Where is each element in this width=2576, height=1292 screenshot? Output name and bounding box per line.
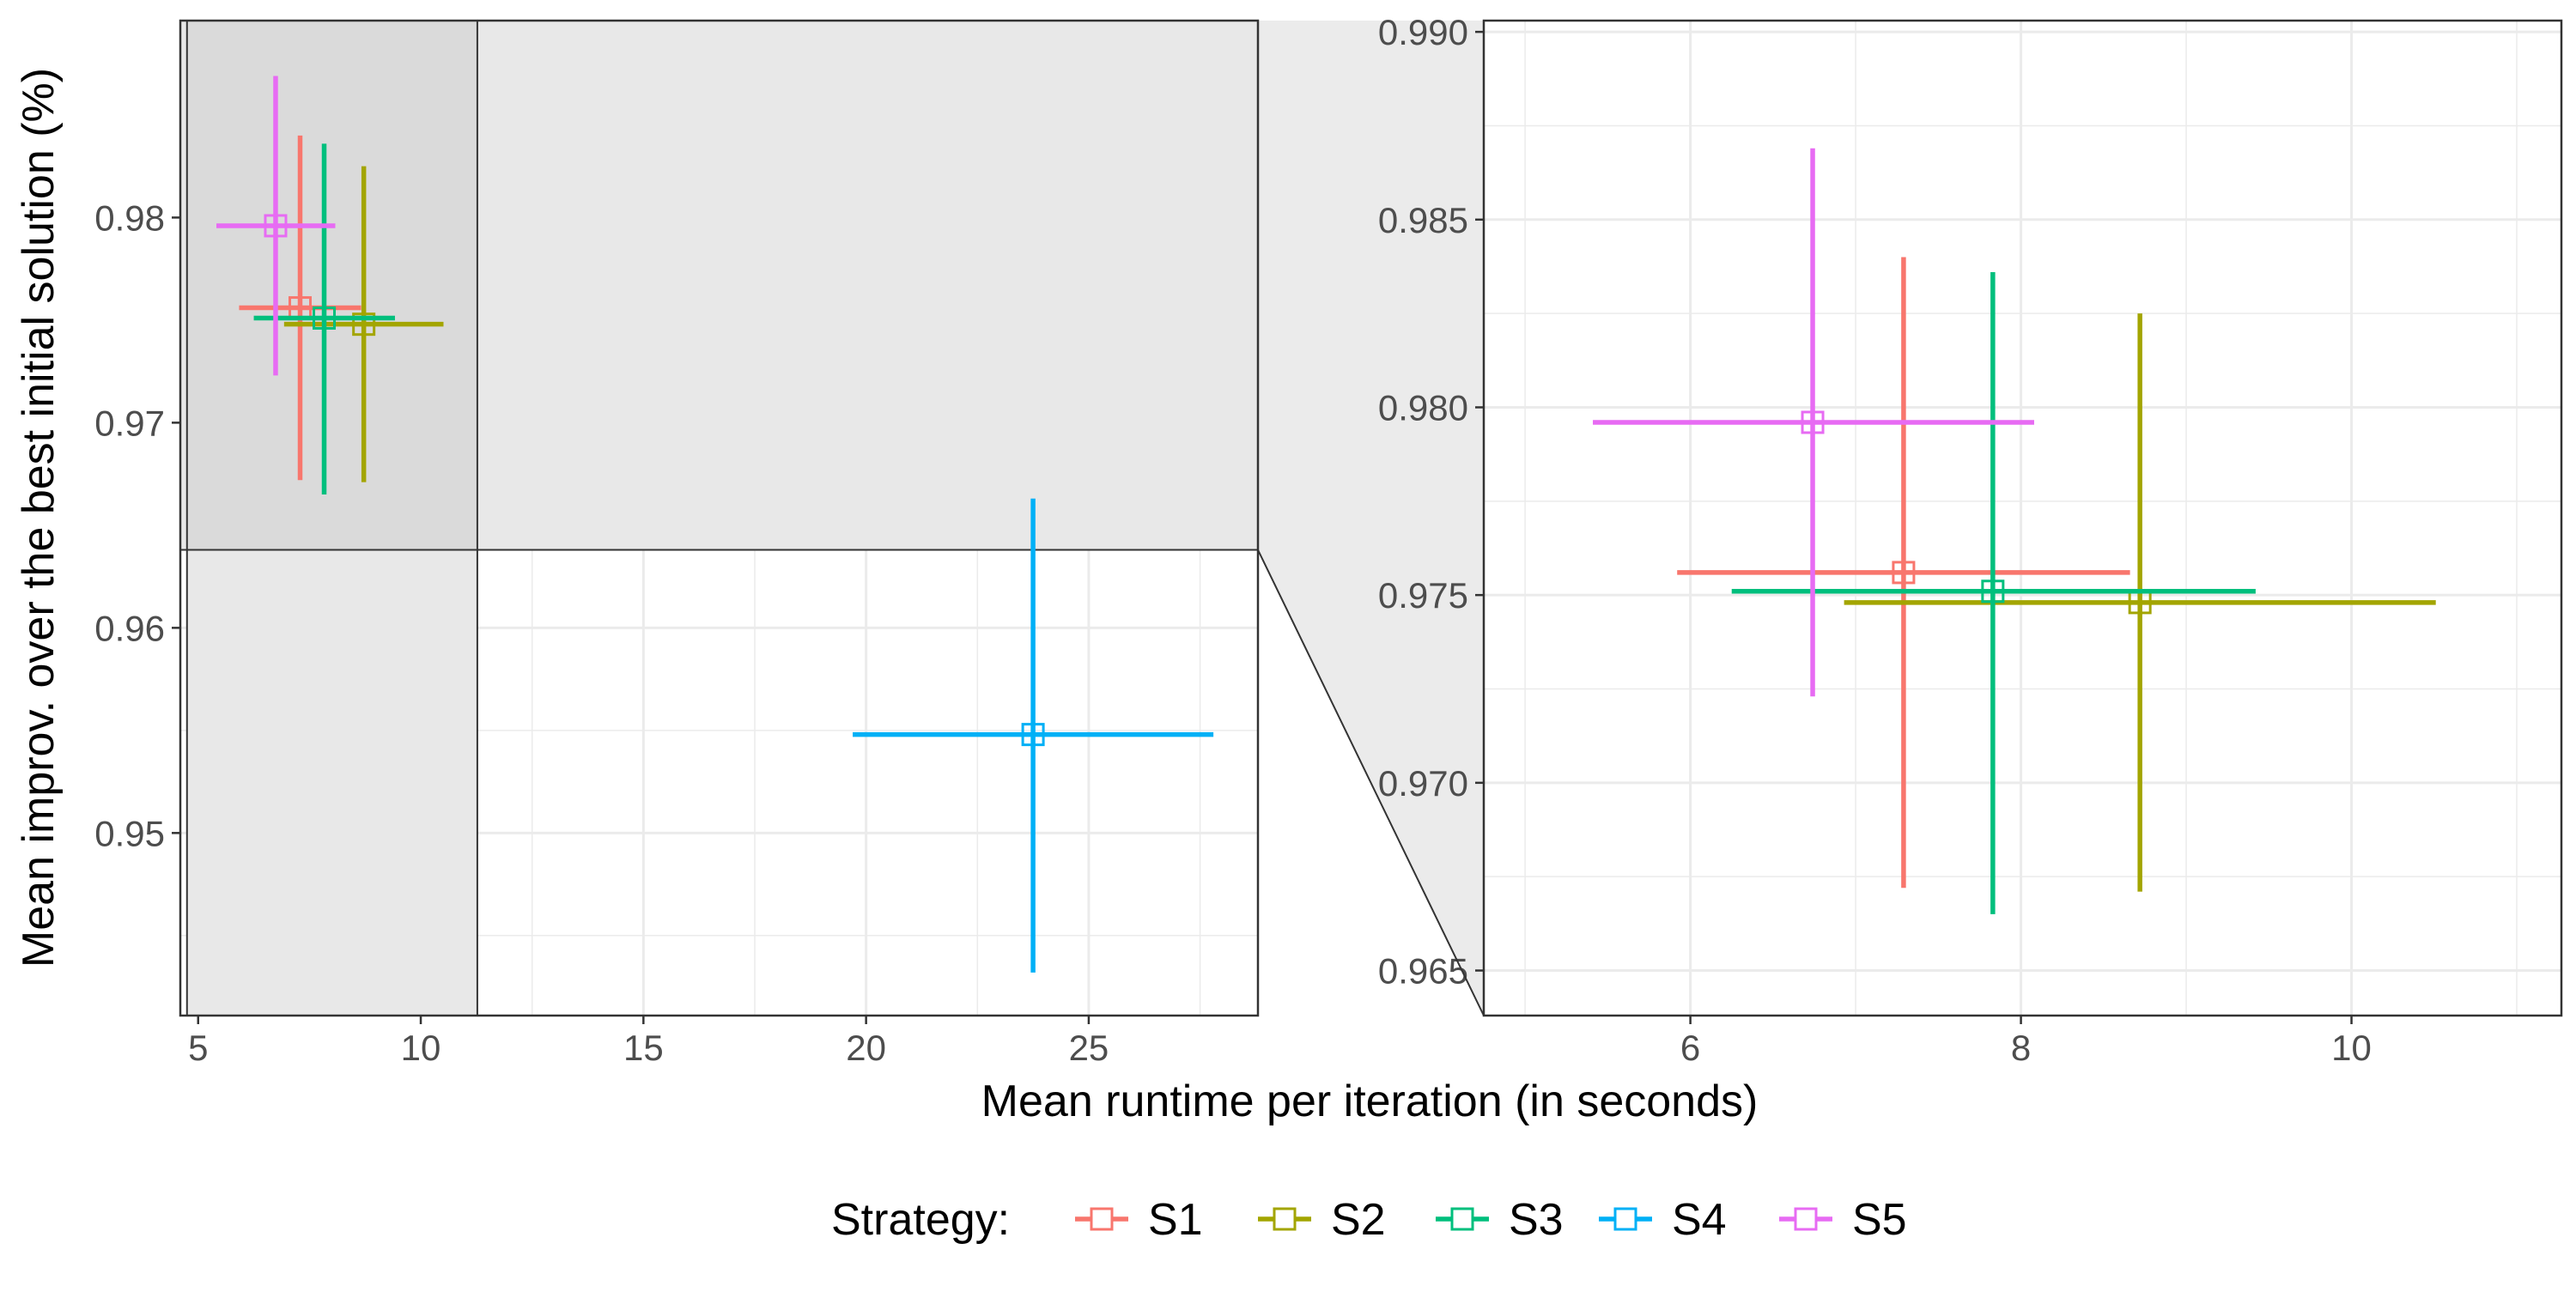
legend: Strategy: S1 S2 S3 S4 S5 <box>831 1195 1907 1245</box>
x-tick-label: 10 <box>401 1028 441 1068</box>
y-tick-label: 0.97 <box>94 403 165 443</box>
zoom-panel-grid <box>1484 21 2561 1016</box>
zoom-connector-band <box>1258 21 1484 1016</box>
y-tick-label: 0.96 <box>94 608 165 648</box>
main-panel: 5 10 15 20 25 0.95 0.96 0.97 0.98 <box>94 19 1260 1068</box>
series-s4 <box>853 498 1214 973</box>
series-s5 <box>216 76 336 376</box>
main-zoom-highlight <box>180 21 1258 1016</box>
main-panel-marks <box>216 76 1214 973</box>
y-tick-label: 0.985 <box>1378 200 1468 240</box>
main-x-ticks: 5 10 15 20 25 <box>188 1016 1109 1068</box>
legend-item-s4: S4 <box>1599 1195 1727 1245</box>
zoom-x-ticks: 6 8 10 <box>1680 1016 2372 1068</box>
main-y-ticks: 0.95 0.96 0.97 0.98 <box>94 197 180 853</box>
legend-key-square <box>1794 1207 1818 1231</box>
legend-label-s4: S4 <box>1672 1195 1727 1245</box>
point-s4 <box>1021 723 1045 747</box>
x-tick-label: 8 <box>2011 1028 2031 1068</box>
x-axis-title: Mean runtime per iteration (in seconds) <box>981 1077 1759 1126</box>
y-tick-label: 0.990 <box>1378 12 1468 52</box>
series-s3 <box>1731 272 2256 914</box>
point-s1 <box>1892 561 1916 585</box>
legend-label-s3: S3 <box>1509 1195 1564 1245</box>
point-s3 <box>1981 579 2005 604</box>
x-tick-label: 5 <box>188 1028 208 1068</box>
legend-item-s1: S1 <box>1075 1195 1203 1245</box>
x-tick-label: 10 <box>2331 1028 2372 1068</box>
series-s5 <box>1593 148 2034 697</box>
zoom-connector-lines <box>1257 549 1485 1016</box>
legend-key-square <box>1273 1207 1297 1231</box>
y-tick-label: 0.970 <box>1378 763 1468 804</box>
legend-title: Strategy: <box>831 1195 1010 1245</box>
zoom-region <box>186 21 477 550</box>
series-s2 <box>283 166 444 482</box>
legend-label-s2: S2 <box>1331 1195 1386 1245</box>
point-s3 <box>313 306 337 331</box>
y-tick-label: 0.980 <box>1378 387 1468 428</box>
zoom-y-ticks: 0.965 0.970 0.975 0.980 0.985 0.990 <box>1378 12 1484 992</box>
legend-item-s3: S3 <box>1436 1195 1564 1245</box>
legend-label-s5: S5 <box>1852 1195 1907 1245</box>
point-s5 <box>1801 410 1825 434</box>
point-s2 <box>352 312 376 337</box>
zoom-panel-marks <box>1593 148 2436 914</box>
series-s1 <box>1677 257 2130 889</box>
zoom-panel-background <box>1484 21 2561 1016</box>
x-tick-label: 6 <box>1680 1028 1700 1068</box>
zoom-connector-line <box>1257 549 1485 1016</box>
y-tick-label: 0.98 <box>94 197 165 238</box>
x-tick-label: 25 <box>1069 1028 1109 1068</box>
legend-label-s1: S1 <box>1148 1195 1203 1245</box>
main-panel-border <box>179 19 1260 1017</box>
y-tick-label: 0.95 <box>94 813 165 853</box>
y-tick-label: 0.965 <box>1378 951 1468 992</box>
y-tick-label: 0.975 <box>1378 575 1468 616</box>
legend-key-square <box>1450 1207 1474 1231</box>
legend-item-s2: S2 <box>1258 1195 1386 1245</box>
legend-key-square <box>1090 1207 1114 1231</box>
legend-items: S1 S2 S3 S4 S5 <box>1075 1195 1907 1245</box>
point-s5 <box>264 214 288 238</box>
zoom-panel-border <box>1482 19 2563 1017</box>
zoom-panel: 6 8 10 0.965 0.970 0.975 0.980 0.985 0.990 <box>1378 12 2563 1068</box>
x-tick-label: 15 <box>623 1028 664 1068</box>
legend-item-s5: S5 <box>1779 1195 1907 1245</box>
y-axis-title: Mean improv. over the best initial solut… <box>14 68 64 967</box>
x-tick-label: 20 <box>846 1028 886 1068</box>
legend-key-square <box>1613 1207 1637 1231</box>
